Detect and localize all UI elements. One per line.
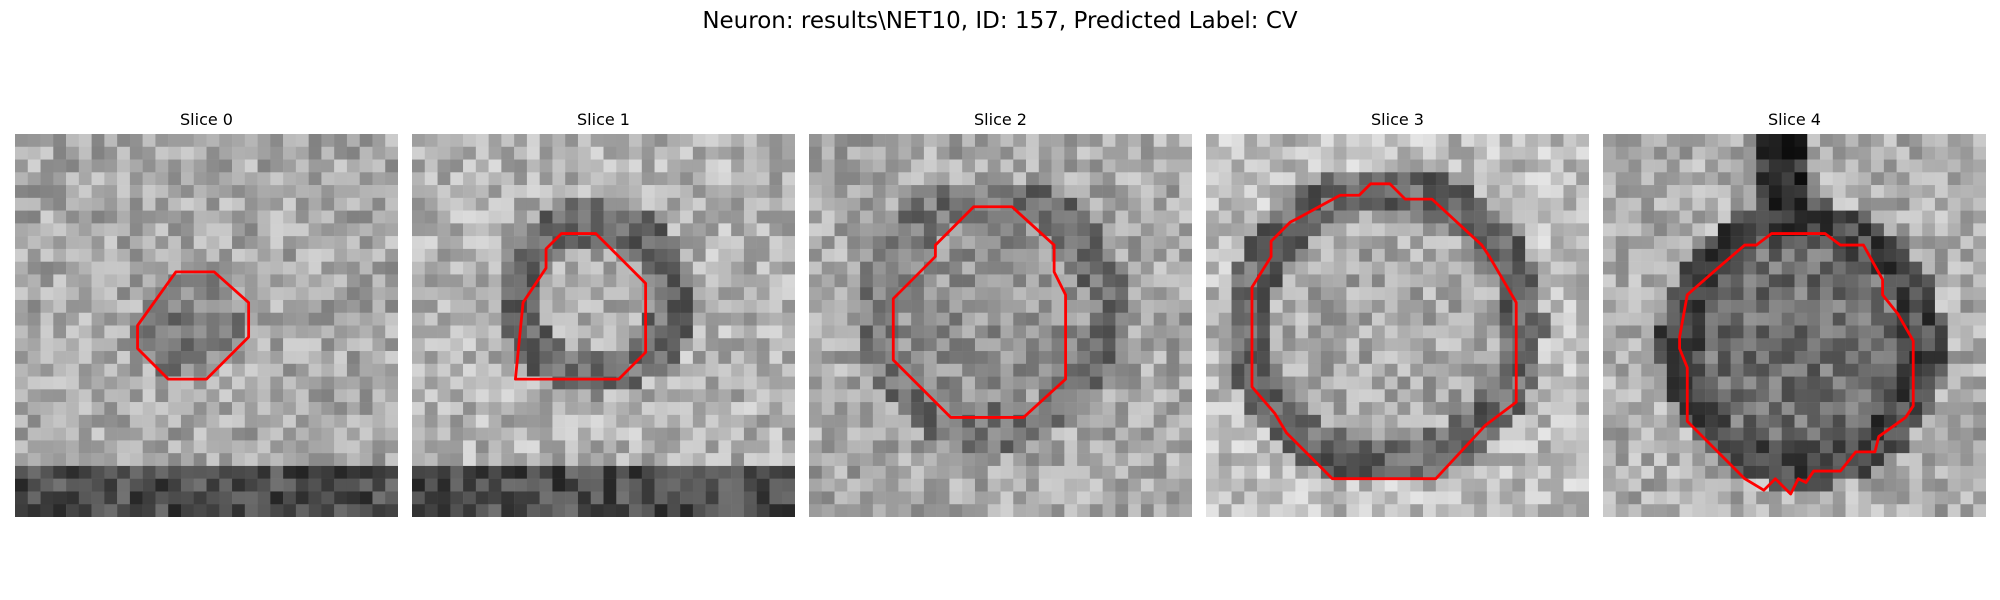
pixel-texture [809,134,1192,517]
slice-title-0: Slice 0 [180,110,233,129]
segmentation-contour [136,270,251,381]
pixel-texture [1603,134,1986,517]
microscopy-slice-1-image [412,134,795,517]
pixel-texture [15,134,398,517]
slice-title-4: Slice 4 [1768,110,1821,129]
slice-title-3: Slice 3 [1371,110,1424,129]
microscopy-slice-0-image [15,134,398,517]
slice-panel-1: Slice 1 [412,110,795,517]
slice-panel-0: Slice 0 [15,110,398,517]
slice-panel-3: Slice 3 [1206,110,1589,517]
slice-panel-4: Slice 4 [1603,110,1986,517]
figure-title: Neuron: results\NET10, ID: 157, Predicte… [702,8,1298,34]
pixel-texture [412,134,795,517]
microscopy-slice-4-image [1603,134,1986,517]
segmentation-contour [1678,232,1915,496]
microscopy-slice-3-image [1206,134,1589,517]
slice-title-2: Slice 2 [974,110,1027,129]
slice-panel-2: Slice 2 [809,110,1192,517]
segmentation-contour [891,205,1068,419]
microscopy-slice-2-image [809,134,1192,517]
segmentation-contour [1250,182,1518,481]
slice-title-1: Slice 1 [577,110,630,129]
segmentation-contour [514,232,648,381]
